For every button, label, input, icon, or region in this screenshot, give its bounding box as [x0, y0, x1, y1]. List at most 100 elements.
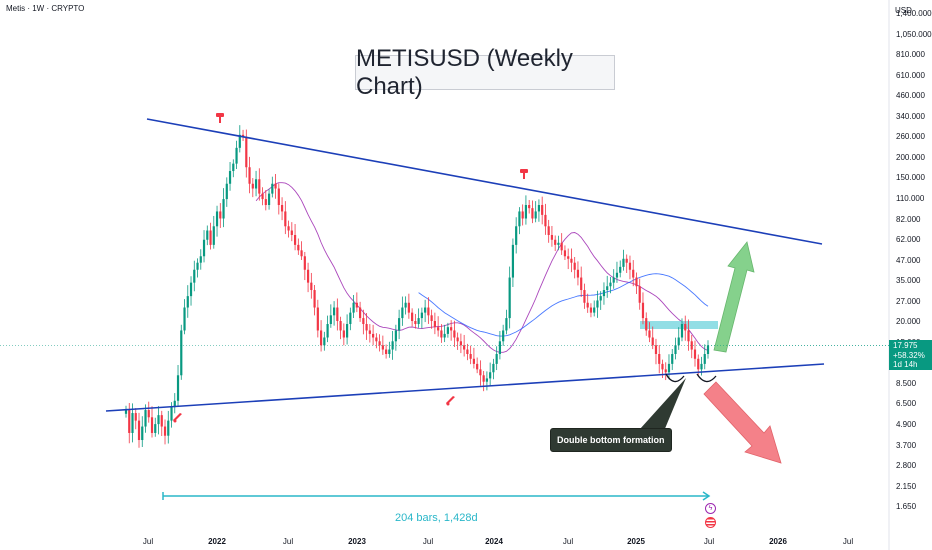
time-tick-label: 2024	[485, 537, 503, 546]
candle-body	[355, 302, 358, 308]
annotation-pointer	[640, 378, 686, 431]
candle-body	[381, 345, 384, 350]
candle-body	[658, 354, 661, 364]
candle	[563, 245, 567, 261]
candle-body	[446, 327, 449, 334]
candle-body	[176, 375, 180, 401]
candle	[316, 299, 319, 338]
candle-body	[124, 410, 128, 414]
lower-trendline[interactable]	[105, 363, 825, 412]
candle-body	[267, 193, 271, 206]
candle	[297, 238, 300, 255]
candle-body	[580, 277, 583, 291]
candle	[362, 309, 365, 335]
candle-body	[385, 349, 388, 355]
candle-body	[430, 315, 433, 322]
candle-body	[404, 302, 407, 308]
candle-body	[251, 183, 254, 189]
us-flag-icon[interactable]	[705, 517, 716, 528]
candle-body	[684, 324, 687, 331]
candle	[580, 266, 583, 298]
time-tick-label: 2026	[769, 537, 787, 546]
candle-body	[398, 318, 401, 331]
candle-body	[706, 345, 710, 355]
candle	[687, 319, 690, 351]
candle	[654, 338, 658, 365]
candle	[645, 312, 648, 336]
candle-body	[300, 250, 303, 257]
candle-body	[589, 307, 593, 313]
lightning-icon[interactable]: ϟ	[705, 503, 716, 514]
candle-body	[141, 426, 144, 441]
candle	[277, 183, 280, 215]
candle-body	[245, 137, 248, 168]
candle	[147, 401, 150, 423]
price-tick-label: 1,050.000	[896, 29, 932, 39]
price-tick-label: 82.000	[896, 214, 921, 224]
candle	[280, 197, 284, 221]
candle-body	[563, 250, 567, 257]
candle-body	[524, 205, 528, 219]
time-tick-label: Jul	[422, 537, 434, 546]
chart-title[interactable]: METISUSD (Weekly Chart)	[355, 45, 615, 100]
rocket-icon	[173, 413, 182, 423]
candle	[463, 334, 466, 357]
candle	[567, 248, 570, 270]
candle	[411, 308, 414, 327]
time-tick-label: Jul	[842, 537, 854, 546]
candle-body	[424, 307, 427, 313]
candle	[541, 196, 544, 225]
candle	[502, 324, 505, 346]
candle-body	[332, 307, 336, 316]
candle	[300, 241, 303, 261]
candle-body	[459, 341, 462, 346]
symbol-label[interactable]: Metis · 1W · CRYPTO	[6, 4, 85, 13]
candle	[671, 349, 674, 371]
upper-trendline[interactable]	[146, 118, 823, 245]
candle-body	[345, 324, 349, 338]
price-tick-label: 610.000	[896, 70, 925, 80]
candle-body	[693, 349, 697, 359]
candle	[706, 340, 710, 359]
candle	[154, 417, 157, 437]
candle-body	[697, 358, 700, 370]
candle-body	[482, 375, 485, 382]
candle-body	[258, 179, 261, 194]
candle-body	[277, 188, 280, 206]
candle-body	[359, 307, 362, 319]
candle-body	[131, 413, 134, 433]
candle	[632, 260, 635, 287]
price-tick-label: 6.500	[896, 399, 917, 409]
candle-body	[515, 226, 518, 245]
price-tick-label: 4.900	[896, 420, 917, 429]
candle	[583, 283, 586, 309]
candle	[284, 201, 287, 235]
candle-body	[560, 242, 563, 251]
candle-body	[284, 211, 287, 227]
candle	[271, 176, 274, 198]
price-tick-label: 3.700	[896, 440, 917, 450]
range-measure-label: 204 bars, 1,428d	[395, 512, 478, 524]
candle	[664, 362, 667, 381]
candle-body	[365, 324, 368, 331]
candle	[248, 156, 251, 194]
candle	[189, 276, 193, 306]
candle	[593, 300, 596, 317]
candles	[124, 125, 710, 448]
candle	[459, 333, 462, 354]
candle-body	[411, 312, 414, 322]
price-tick-label: 460.000	[896, 91, 925, 101]
candle-body	[420, 312, 423, 319]
candle-body	[625, 258, 628, 263]
candle-body	[264, 199, 267, 206]
candle-body	[352, 302, 355, 313]
candle	[219, 203, 222, 228]
candle	[424, 299, 427, 323]
candle	[235, 140, 238, 169]
candle	[267, 189, 271, 210]
candle	[303, 251, 306, 281]
candle	[372, 324, 375, 346]
candle-body	[508, 277, 511, 319]
double-bottom-annotation[interactable]: Double bottom formation	[550, 428, 672, 452]
